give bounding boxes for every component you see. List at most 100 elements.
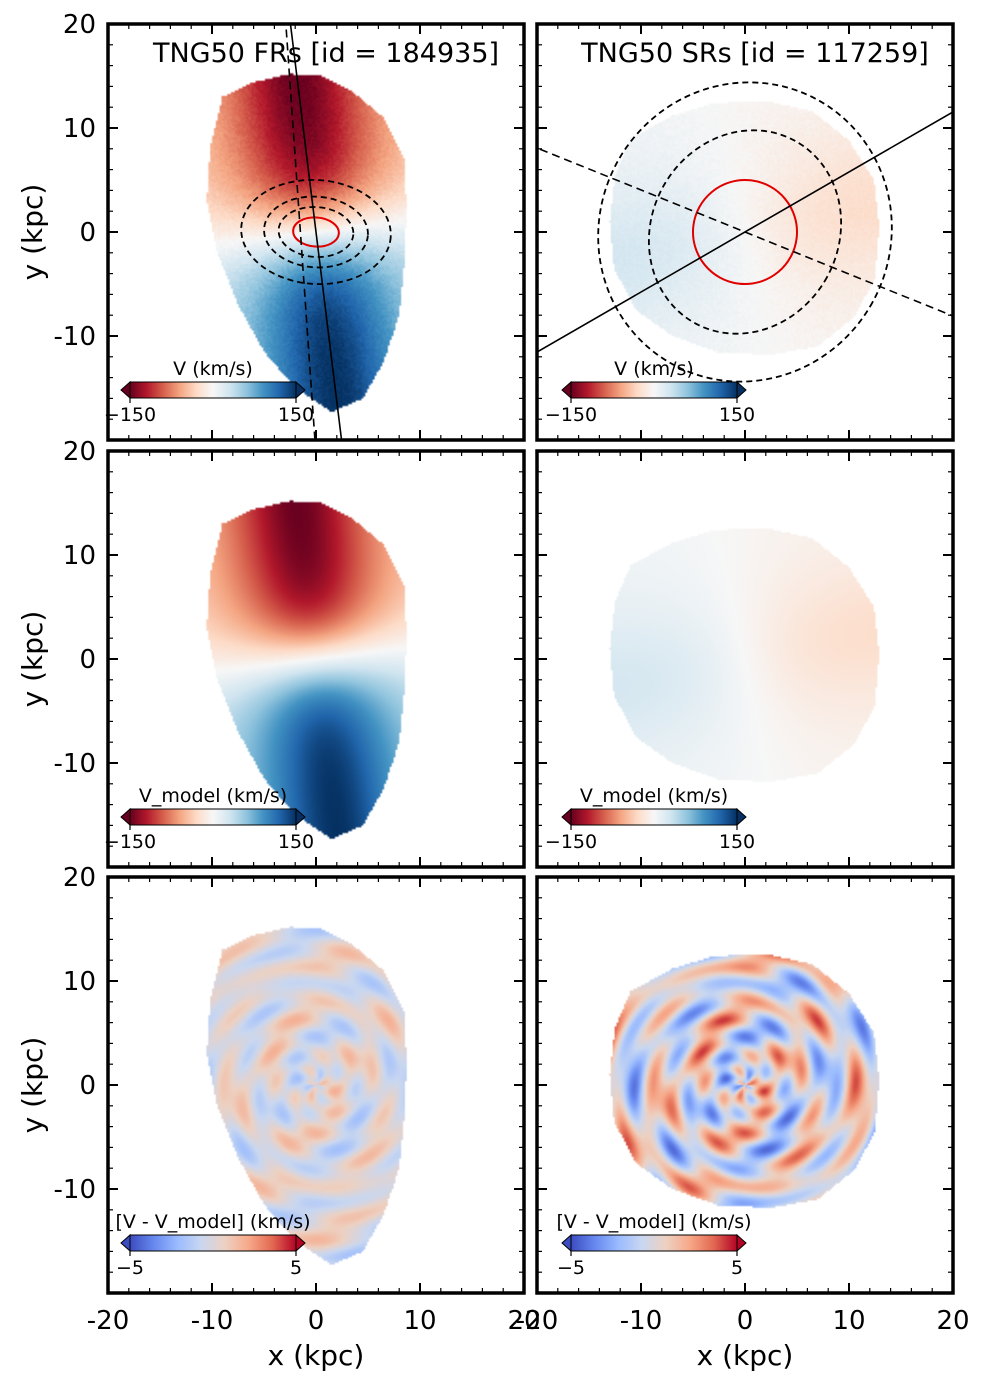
colorbar-gradient bbox=[570, 1234, 738, 1252]
colorbar: V (km/s) −150 150 bbox=[545, 358, 755, 426]
colorbar: V (km/s) −150 150 bbox=[104, 358, 314, 426]
y-tick-label: 0 bbox=[79, 645, 96, 675]
velocity-map bbox=[108, 877, 524, 1293]
colorbar: V_model (km/s) −150 150 bbox=[545, 785, 755, 853]
panel-content bbox=[108, 451, 524, 867]
ticks bbox=[536, 450, 954, 868]
x-axis-label: x (kpc) bbox=[697, 1339, 794, 1372]
colorbar-max-label: 5 bbox=[731, 1257, 743, 1279]
panel-fr-model: V_model (km/s) −150 150 -10 0 10 20 y (kpc) bbox=[16, 437, 526, 869]
isophote-ellipse bbox=[277, 206, 355, 258]
colorbar-gradient bbox=[129, 1234, 297, 1252]
colorbar-min-arrow bbox=[561, 1233, 572, 1253]
y-tick-labels: -10 0 10 20 bbox=[54, 10, 96, 352]
colorbar-max-label: 150 bbox=[719, 831, 755, 853]
colorbar-min-label: −150 bbox=[104, 831, 156, 853]
y-tick-label: 20 bbox=[63, 437, 96, 467]
photometric-axis-line bbox=[285, 24, 316, 440]
y-axis-label: y (kpc) bbox=[16, 611, 49, 708]
x-tick-label: 20 bbox=[936, 1306, 969, 1336]
colorbar-min-arrow bbox=[120, 1233, 131, 1253]
y-axis-label: y (kpc) bbox=[16, 184, 49, 281]
isophote-ellipse bbox=[597, 81, 893, 383]
x-tick-label: -10 bbox=[191, 1306, 233, 1336]
velocity-map bbox=[537, 877, 953, 1293]
x-tick-label: -20 bbox=[87, 1306, 129, 1336]
panel-content bbox=[537, 451, 953, 867]
ticks bbox=[107, 23, 525, 441]
colorbar-min-arrow bbox=[120, 380, 131, 400]
photometric-axis-line bbox=[537, 147, 953, 317]
colorbar-label: [V - V_model] (km/s) bbox=[115, 1211, 310, 1233]
panel-fr-observed: TNG50 FRs [id = 184935] V (km/s) −150 150 -1… bbox=[16, 10, 526, 442]
y-tick-label: 0 bbox=[79, 1071, 96, 1101]
colorbar-min-arrow bbox=[561, 807, 572, 827]
y-tick-label: -10 bbox=[54, 749, 96, 779]
colorbar-gradient bbox=[129, 381, 297, 399]
y-tick-label: -10 bbox=[54, 322, 96, 352]
colorbar: [V - V_model] (km/s) −5 5 bbox=[115, 1211, 310, 1279]
x-tick-labels: -20 -10 0 10 20 bbox=[87, 1306, 541, 1336]
colorbar-label: V (km/s) bbox=[173, 358, 253, 380]
kinematic-axis-line bbox=[289, 24, 343, 440]
colorbar-min-label: −150 bbox=[104, 404, 156, 426]
colorbar-max-label: 5 bbox=[290, 1257, 302, 1279]
panel-sr-model: V_model (km/s) −150 150 bbox=[535, 449, 955, 869]
panel-fr-residual: [V - V_model] (km/s) −5 5 -10 0 10 20 y (kpc) -2… bbox=[16, 863, 541, 1372]
colorbar-min-arrow bbox=[120, 807, 131, 827]
colorbar-max-arrow bbox=[295, 380, 306, 400]
panel-sr-residual: [V - V_model] (km/s) −5 5 -20 -10 0 10 20 x (kpc… bbox=[516, 875, 970, 1372]
ticks bbox=[107, 450, 525, 868]
effective-radius-ellipse bbox=[292, 216, 340, 248]
colorbar-label: V (km/s) bbox=[614, 358, 694, 380]
colorbar-max-arrow bbox=[295, 807, 306, 827]
y-tick-labels: -10 0 10 20 bbox=[54, 863, 96, 1205]
colorbar-gradient bbox=[129, 808, 297, 826]
panel-content bbox=[537, 24, 953, 440]
velocity-map bbox=[108, 451, 524, 867]
panel-sr-observed: TNG50 SRs [id = 117259] V (km/s) −150 150 bbox=[535, 22, 955, 442]
colorbar-label: V_model (km/s) bbox=[580, 785, 728, 807]
y-tick-label: 10 bbox=[63, 114, 96, 144]
colorbar-min-label: −5 bbox=[557, 1257, 585, 1279]
y-tick-label: 20 bbox=[63, 863, 96, 893]
colorbar-max-label: 150 bbox=[278, 831, 314, 853]
colorbar-max-arrow bbox=[736, 807, 747, 827]
isophote-ellipse bbox=[240, 178, 392, 286]
x-axis-label: x (kpc) bbox=[268, 1339, 365, 1372]
isophote-ellipse bbox=[647, 129, 843, 335]
colorbar-max-arrow bbox=[736, 1233, 747, 1253]
y-axis-label: y (kpc) bbox=[16, 1037, 49, 1134]
panel-content bbox=[108, 24, 524, 440]
panel-title: TNG50 SRs [id = 117259] bbox=[580, 38, 929, 69]
y-tick-label: 10 bbox=[63, 541, 96, 571]
colorbar-max-label: 150 bbox=[278, 404, 314, 426]
colorbar-gradient bbox=[570, 808, 738, 826]
colorbar-min-label: −150 bbox=[545, 831, 597, 853]
panel-content bbox=[537, 877, 953, 1293]
x-tick-label: 10 bbox=[832, 1306, 865, 1336]
panel-title: TNG50 FRs [id = 184935] bbox=[152, 38, 499, 69]
colorbar-min-label: −5 bbox=[116, 1257, 144, 1279]
x-tick-label: 0 bbox=[737, 1306, 754, 1336]
y-tick-labels: -10 0 10 20 bbox=[54, 437, 96, 779]
y-tick-label: 0 bbox=[79, 218, 96, 248]
y-tick-label: 10 bbox=[63, 967, 96, 997]
x-tick-label: 0 bbox=[308, 1306, 325, 1336]
x-tick-label: 10 bbox=[403, 1306, 436, 1336]
colorbar-max-label: 150 bbox=[719, 404, 755, 426]
panel-content bbox=[108, 877, 524, 1293]
colorbar-gradient bbox=[570, 381, 738, 399]
y-tick-label: 20 bbox=[63, 10, 96, 40]
x-tick-label: 20 bbox=[507, 1306, 540, 1336]
effective-radius-ellipse bbox=[692, 179, 798, 285]
x-tick-label: -20 bbox=[516, 1306, 558, 1336]
colorbar: [V - V_model] (km/s) −5 5 bbox=[556, 1211, 751, 1279]
x-tick-label: -10 bbox=[620, 1306, 662, 1336]
colorbar-min-arrow bbox=[561, 380, 572, 400]
colorbar-max-arrow bbox=[736, 380, 747, 400]
colorbar-label: [V - V_model] (km/s) bbox=[556, 1211, 751, 1233]
colorbar-max-arrow bbox=[295, 1233, 306, 1253]
velocity-map bbox=[537, 451, 953, 867]
